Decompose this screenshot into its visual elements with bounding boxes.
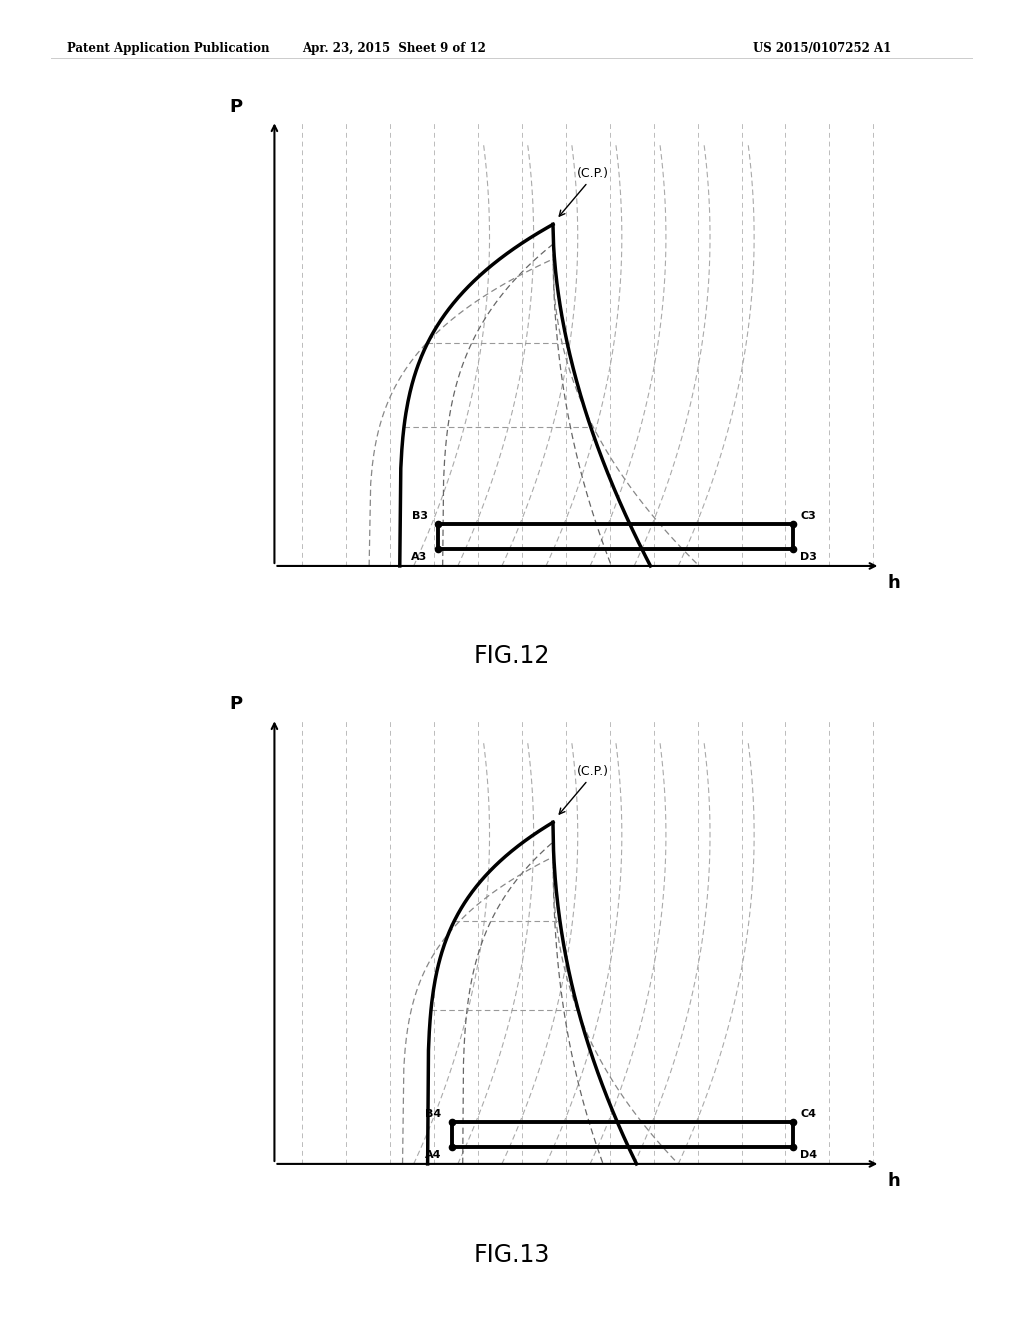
Text: h: h <box>887 1172 900 1191</box>
Text: A3: A3 <box>412 552 428 561</box>
Text: A4: A4 <box>425 1150 441 1159</box>
Text: Patent Application Publication: Patent Application Publication <box>67 42 269 55</box>
Text: D3: D3 <box>800 552 817 561</box>
Text: FIG.13: FIG.13 <box>474 1243 550 1267</box>
Text: US 2015/0107252 A1: US 2015/0107252 A1 <box>753 42 891 55</box>
Text: (C.P.): (C.P.) <box>578 764 609 777</box>
Text: D4: D4 <box>800 1150 817 1159</box>
Text: C4: C4 <box>800 1109 816 1119</box>
Text: P: P <box>229 696 243 713</box>
Text: (C.P.): (C.P.) <box>578 166 609 180</box>
Text: h: h <box>887 574 900 593</box>
Text: P: P <box>229 98 243 116</box>
Text: FIG.12: FIG.12 <box>474 644 550 668</box>
Text: Apr. 23, 2015  Sheet 9 of 12: Apr. 23, 2015 Sheet 9 of 12 <box>302 42 486 55</box>
Text: B4: B4 <box>425 1109 441 1119</box>
Text: C3: C3 <box>800 511 816 521</box>
Text: B3: B3 <box>412 511 428 521</box>
